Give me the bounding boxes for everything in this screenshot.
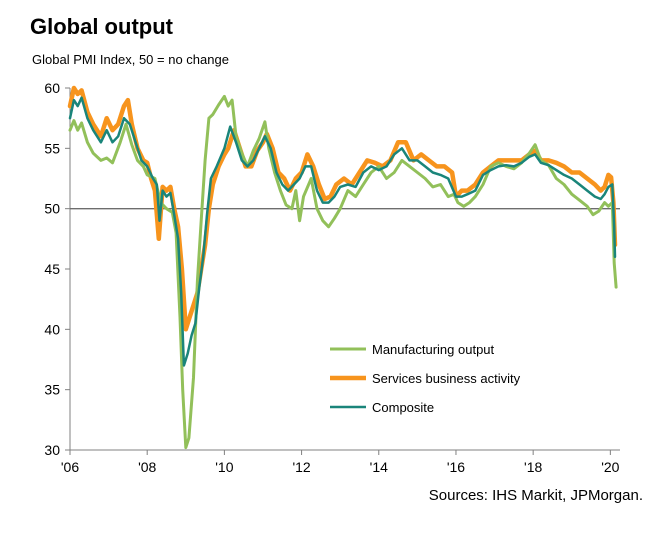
legend: Manufacturing output Services business ac… (330, 342, 521, 415)
legend-label-manufacturing: Manufacturing output (372, 342, 495, 357)
source-note: Sources: IHS Markit, JPMorgan. (428, 487, 643, 504)
series-layer (67, 85, 618, 450)
x-tick-label: '12 (292, 459, 310, 475)
y-tick-label: 40 (44, 321, 60, 337)
y-tick-label: 45 (44, 261, 60, 277)
y-tick-label: 60 (44, 80, 60, 96)
x-tick-label: '14 (370, 459, 388, 475)
x-tick-label: '10 (215, 459, 233, 475)
x-tick-label: '16 (447, 459, 465, 475)
y-tick-label: 30 (44, 442, 60, 458)
legend-label-composite: Composite (372, 400, 434, 415)
y-tick-label: 55 (44, 140, 60, 156)
chart-title: Global output (30, 14, 173, 39)
x-tick-label: '06 (61, 459, 79, 475)
series-line-composite (68, 96, 617, 367)
y-tick-label: 50 (44, 201, 60, 217)
x-tick-label: '20 (601, 459, 619, 475)
x-tick-label: '18 (524, 459, 542, 475)
x-tick-label: '08 (138, 459, 156, 475)
legend-label-services: Services business activity (372, 371, 521, 386)
axis-layer: 30 35 40 45 50 55 60 '06 '08 '10 '12 '14 '16 '18 '20 (44, 80, 620, 475)
chart-subtitle: Global PMI Index, 50 = no change (32, 52, 229, 67)
y-tick-label: 35 (44, 382, 60, 398)
